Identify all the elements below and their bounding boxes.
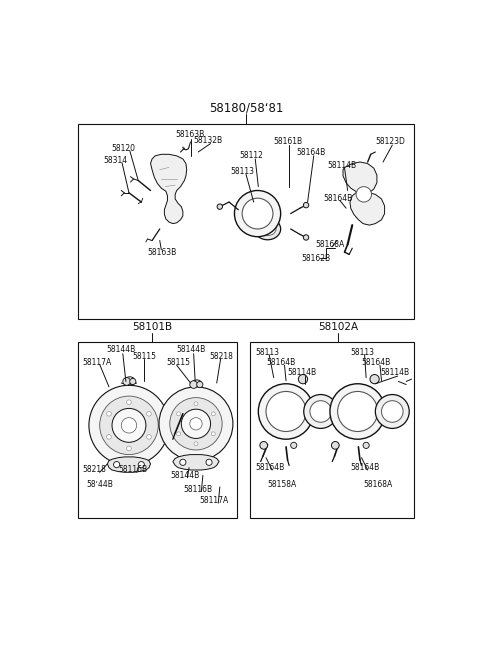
Circle shape <box>127 446 131 451</box>
Text: 58117A: 58117A <box>82 357 111 367</box>
Text: 58117A: 58117A <box>200 496 229 505</box>
Text: 58218: 58218 <box>82 466 106 474</box>
Text: 58113: 58113 <box>255 348 279 357</box>
Polygon shape <box>151 154 187 223</box>
Text: 58132B: 58132B <box>193 136 223 145</box>
Circle shape <box>177 412 180 416</box>
Text: 58144B: 58144B <box>106 345 135 353</box>
Circle shape <box>242 198 273 229</box>
Circle shape <box>190 380 197 388</box>
Circle shape <box>356 187 372 202</box>
Text: 58158A: 58158A <box>267 480 297 489</box>
Text: 58115: 58115 <box>133 351 157 361</box>
Circle shape <box>382 401 403 422</box>
Text: 58115: 58115 <box>166 357 190 367</box>
Circle shape <box>304 395 337 428</box>
Text: 58164B: 58164B <box>323 194 352 203</box>
Text: 58168A: 58168A <box>363 480 392 489</box>
Text: 58314: 58314 <box>104 156 128 165</box>
Circle shape <box>291 442 297 449</box>
Circle shape <box>303 235 309 240</box>
Text: 58163B: 58163B <box>147 248 177 257</box>
Circle shape <box>100 396 158 455</box>
Circle shape <box>211 432 215 436</box>
Circle shape <box>194 442 198 445</box>
Text: 58120: 58120 <box>111 144 135 152</box>
Circle shape <box>303 202 309 208</box>
Circle shape <box>170 397 222 450</box>
Text: 58102A: 58102A <box>318 322 359 332</box>
Circle shape <box>147 411 151 416</box>
Text: 58168A: 58168A <box>315 240 345 249</box>
Circle shape <box>197 382 203 388</box>
Text: 58164B: 58164B <box>361 357 391 367</box>
Bar <box>78 124 414 319</box>
Circle shape <box>258 384 314 439</box>
Circle shape <box>89 385 169 465</box>
Circle shape <box>194 402 198 406</box>
Text: 58163B: 58163B <box>175 130 204 139</box>
Circle shape <box>375 395 409 428</box>
Text: 58161B: 58161B <box>274 137 303 147</box>
Text: 58101B: 58101B <box>132 322 172 332</box>
Circle shape <box>211 412 215 416</box>
Circle shape <box>130 378 136 384</box>
Text: 58180/58ʻ81: 58180/58ʻ81 <box>209 102 283 114</box>
Circle shape <box>234 191 281 237</box>
Text: 58164B: 58164B <box>351 463 380 472</box>
Circle shape <box>127 400 131 405</box>
Circle shape <box>180 459 186 465</box>
Circle shape <box>299 374 308 384</box>
Text: 58164B: 58164B <box>297 148 326 157</box>
Text: 58114B: 58114B <box>288 369 317 378</box>
Polygon shape <box>343 162 384 225</box>
Circle shape <box>190 418 202 430</box>
Text: 58116B: 58116B <box>118 466 147 474</box>
Bar <box>78 342 237 518</box>
Text: 58123D: 58123D <box>375 137 405 147</box>
Circle shape <box>112 409 146 442</box>
Circle shape <box>217 204 223 210</box>
Text: 58162B: 58162B <box>301 254 331 263</box>
Circle shape <box>363 442 369 449</box>
Polygon shape <box>173 455 219 470</box>
Ellipse shape <box>259 223 276 236</box>
Circle shape <box>332 442 339 449</box>
Text: 58144B: 58144B <box>177 345 206 353</box>
Polygon shape <box>108 457 151 472</box>
Bar <box>250 342 414 518</box>
Text: 58ʻ44B: 58ʻ44B <box>86 480 113 489</box>
Circle shape <box>114 461 120 468</box>
Circle shape <box>330 384 385 439</box>
Circle shape <box>147 434 151 439</box>
Circle shape <box>159 387 233 461</box>
Circle shape <box>370 374 379 384</box>
Circle shape <box>177 432 180 436</box>
Circle shape <box>138 461 144 468</box>
Text: 58112: 58112 <box>240 151 264 160</box>
Circle shape <box>260 442 267 449</box>
Circle shape <box>181 409 211 438</box>
Text: 58164B: 58164B <box>266 357 295 367</box>
Text: 58144B: 58144B <box>170 471 200 480</box>
Circle shape <box>107 411 111 416</box>
Text: 58218: 58218 <box>209 351 233 361</box>
Ellipse shape <box>254 218 281 240</box>
Circle shape <box>206 459 212 465</box>
Circle shape <box>121 418 137 433</box>
Circle shape <box>310 401 332 422</box>
Text: 58114B: 58114B <box>381 369 410 378</box>
Text: 58113: 58113 <box>351 348 375 357</box>
Text: 58164B: 58164B <box>255 463 285 472</box>
Text: 58113: 58113 <box>230 167 254 175</box>
Text: 58116B: 58116B <box>183 485 212 494</box>
Circle shape <box>107 434 111 439</box>
Circle shape <box>266 392 306 432</box>
Circle shape <box>337 392 378 432</box>
Circle shape <box>123 378 131 385</box>
Text: 58114B: 58114B <box>328 160 357 170</box>
